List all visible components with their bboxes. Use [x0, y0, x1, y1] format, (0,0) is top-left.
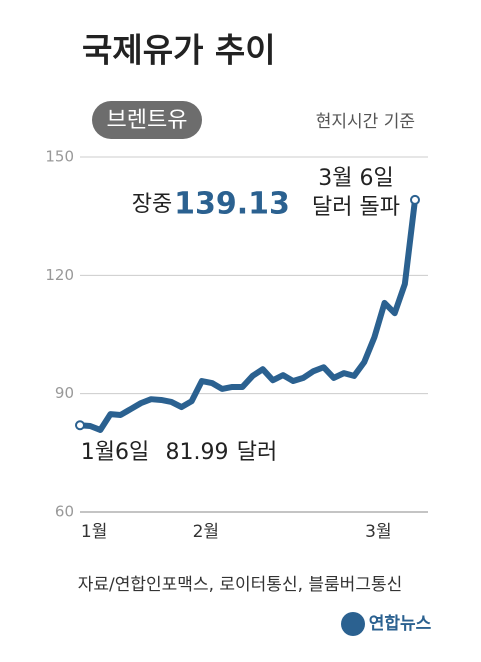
- y-tick-label: 120: [45, 266, 74, 284]
- logo: 연합뉴스: [369, 613, 432, 634]
- y-tick-label: 90: [55, 384, 74, 402]
- y-tick-label: 60: [55, 503, 74, 521]
- legend-label: 브렌트유: [107, 108, 188, 133]
- annotation: 달러: [237, 440, 277, 465]
- y-tick-label: 150: [45, 148, 74, 166]
- source: 자료/연합인포맥스, 로이터통신, 블룸버그통신: [78, 575, 403, 595]
- note: 현지시간 기준: [316, 112, 415, 132]
- annotation: 1월6일: [81, 440, 149, 465]
- chart-title: 국제유가 추이: [82, 31, 276, 70]
- end-point: [410, 194, 420, 205]
- series-badge: [92, 101, 202, 139]
- x-tick-label: 1월: [81, 522, 107, 542]
- logo-icon: [341, 612, 365, 636]
- value-label: 81.99: [166, 440, 229, 465]
- x-tick-label: 2월: [193, 522, 219, 542]
- line: [77, 196, 418, 433]
- annotation: 달러 돌파: [312, 195, 400, 220]
- annotation: 3월 6일: [318, 166, 393, 191]
- x-tick-label: 3월: [365, 522, 391, 542]
- end-point: [75, 420, 85, 431]
- value-label: 139.13: [174, 187, 290, 222]
- annotation: 장중: [132, 192, 172, 217]
